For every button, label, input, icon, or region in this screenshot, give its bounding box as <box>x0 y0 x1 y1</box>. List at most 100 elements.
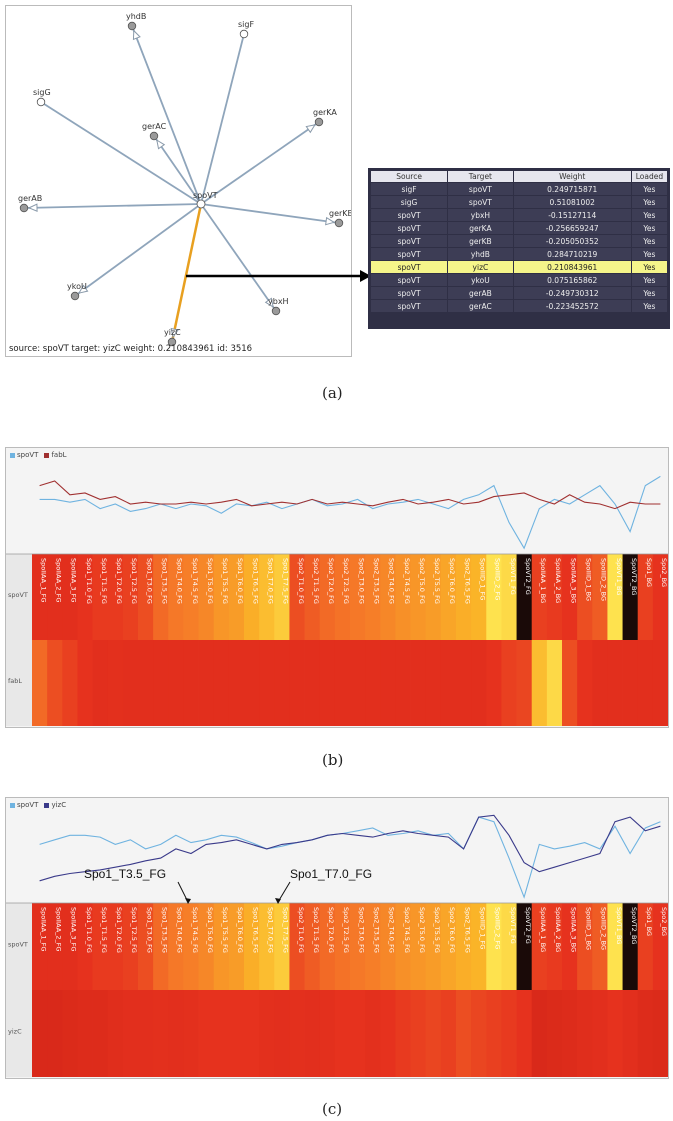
heatmap-cell[interactable] <box>546 640 563 726</box>
heatmap-cell[interactable] <box>62 990 78 1077</box>
edge-table-row[interactable]: spoVT gerAC -0.223452572 Yes <box>371 300 667 312</box>
heatmap-cell[interactable] <box>486 554 502 640</box>
heatmap-cell[interactable] <box>350 554 366 640</box>
heatmap-cell[interactable] <box>122 903 139 990</box>
heatmap-cell[interactable] <box>244 903 260 990</box>
heatmap-cell[interactable] <box>122 990 139 1077</box>
heatmap-cell[interactable] <box>92 640 109 726</box>
heatmap-cell[interactable] <box>304 554 321 640</box>
heatmap-cell[interactable] <box>607 640 623 726</box>
heatmap-cell[interactable] <box>410 990 427 1077</box>
heatmap-cell[interactable] <box>183 554 199 640</box>
heatmap-cell[interactable] <box>244 990 260 1077</box>
edge-table-row[interactable]: spoVT gerKA -0.256659247 Yes <box>371 222 667 234</box>
edge-table-row[interactable]: spoVT yizC 0.210843961 Yes <box>371 261 667 273</box>
heatmap-cell[interactable] <box>622 990 639 1077</box>
heatmap-cell[interactable] <box>168 990 184 1077</box>
heatmap-cell[interactable] <box>607 990 623 1077</box>
node-gerac[interactable] <box>149 131 159 141</box>
heatmap-cell[interactable] <box>531 554 548 640</box>
heatmap-cell[interactable] <box>168 640 184 726</box>
heatmap-cell[interactable] <box>440 990 457 1077</box>
edge-spovt-sigg[interactable] <box>40 101 202 205</box>
heatmap-cell[interactable] <box>501 990 517 1077</box>
heatmap-cell[interactable] <box>425 990 442 1077</box>
heatmap-cell[interactable] <box>350 903 366 990</box>
node-ykou[interactable] <box>70 291 80 301</box>
heatmap-cell[interactable] <box>304 903 321 990</box>
edge-table-row[interactable]: sigF spoVT 0.249715871 Yes <box>371 183 667 195</box>
heatmap-cell[interactable] <box>334 903 351 990</box>
heatmap-cell[interactable] <box>107 990 124 1077</box>
heatmap-cell[interactable] <box>32 990 48 1077</box>
heatmap-cell[interactable] <box>410 554 427 640</box>
edge-table-row[interactable]: spoVT ykoU 0.075165862 Yes <box>371 274 667 286</box>
heatmap-cell[interactable] <box>259 640 275 726</box>
column-header-target[interactable]: Target <box>448 171 513 182</box>
heatmap-cell[interactable] <box>198 903 215 990</box>
node-yizc[interactable] <box>167 337 177 347</box>
heatmap-cell[interactable] <box>486 903 502 990</box>
heatmap-cell[interactable] <box>138 640 154 726</box>
heatmap-cell[interactable] <box>380 640 396 726</box>
edge-spovt-ykou[interactable] <box>74 203 202 297</box>
column-header-source[interactable]: Source <box>371 171 448 182</box>
heatmap-cell[interactable] <box>622 640 639 726</box>
heatmap-cell[interactable] <box>183 990 199 1077</box>
heatmap-cell[interactable] <box>304 990 321 1077</box>
network-graph-panel[interactable]: yhdB sigF sigG gerKA gerAC gerAB gerKB ykoU ybxH… <box>5 5 352 357</box>
heatmap-cell[interactable] <box>319 990 336 1077</box>
heatmap-panel-c[interactable]: spoVT yizC SpoIIAA_1_FG SpoIIAA_2_FG SpoIIAA… <box>5 797 669 1079</box>
heatmap-cell[interactable] <box>471 640 487 726</box>
heatmap-cell[interactable] <box>425 903 442 990</box>
node-ybxh[interactable] <box>271 306 281 316</box>
heatmap-cell[interactable] <box>456 990 472 1077</box>
heatmap-cell[interactable] <box>395 990 411 1077</box>
heatmap-cell[interactable] <box>471 554 487 640</box>
heatmap-cell[interactable] <box>274 640 290 726</box>
edge-spovt-sigf[interactable] <box>200 33 245 205</box>
heatmap-cell[interactable] <box>440 903 457 990</box>
heatmap-cell[interactable] <box>274 990 290 1077</box>
heatmap-cell[interactable] <box>228 640 245 726</box>
heatmap-cell[interactable] <box>47 990 63 1077</box>
heatmap-cell[interactable] <box>562 640 578 726</box>
heatmap-cell[interactable] <box>652 903 668 990</box>
heatmap-cell[interactable] <box>213 640 230 726</box>
heatmap-cell[interactable] <box>607 903 623 990</box>
node-sigg[interactable] <box>36 97 46 107</box>
heatmap-cell[interactable] <box>501 554 517 640</box>
heatmap-cell[interactable] <box>32 640 48 726</box>
heatmap-cell[interactable] <box>425 554 442 640</box>
heatmap-cell[interactable] <box>516 554 533 640</box>
heatmap-cell[interactable] <box>289 990 305 1077</box>
heatmap-cell[interactable] <box>350 640 366 726</box>
heatmap-cell[interactable] <box>168 903 184 990</box>
heatmap-cell[interactable] <box>304 640 321 726</box>
heatmap-cell[interactable] <box>319 903 336 990</box>
heatmap-cell[interactable] <box>622 903 639 990</box>
heatmap-cell[interactable] <box>516 640 533 726</box>
edge-spovt-yizc[interactable] <box>170 203 203 343</box>
heatmap-cell[interactable] <box>138 554 154 640</box>
heatmap-cell[interactable] <box>425 640 442 726</box>
edge-spovt-ybxh[interactable] <box>200 203 277 312</box>
node-gerab[interactable] <box>19 203 29 213</box>
heatmap-cell[interactable] <box>259 903 275 990</box>
heatmap-cell[interactable] <box>334 640 351 726</box>
heatmap-cell[interactable] <box>274 903 290 990</box>
heatmap-cell[interactable] <box>47 554 63 640</box>
heatmap-cell[interactable] <box>289 903 305 990</box>
heatmap-cell[interactable] <box>531 903 548 990</box>
heatmap-cell[interactable] <box>168 554 184 640</box>
edge-table-row[interactable]: spoVT gerKB -0.205050352 Yes <box>371 235 667 247</box>
node-gerka[interactable] <box>314 117 324 127</box>
edge-spovt-gerkb[interactable] <box>200 203 340 224</box>
heatmap-cell[interactable] <box>350 990 366 1077</box>
heatmap-cell[interactable] <box>122 640 139 726</box>
heatmap-cell[interactable] <box>395 640 411 726</box>
heatmap-cell[interactable] <box>592 640 608 726</box>
heatmap-cell[interactable] <box>32 554 48 640</box>
heatmap-cell[interactable] <box>562 903 578 990</box>
heatmap-cell[interactable] <box>456 640 472 726</box>
